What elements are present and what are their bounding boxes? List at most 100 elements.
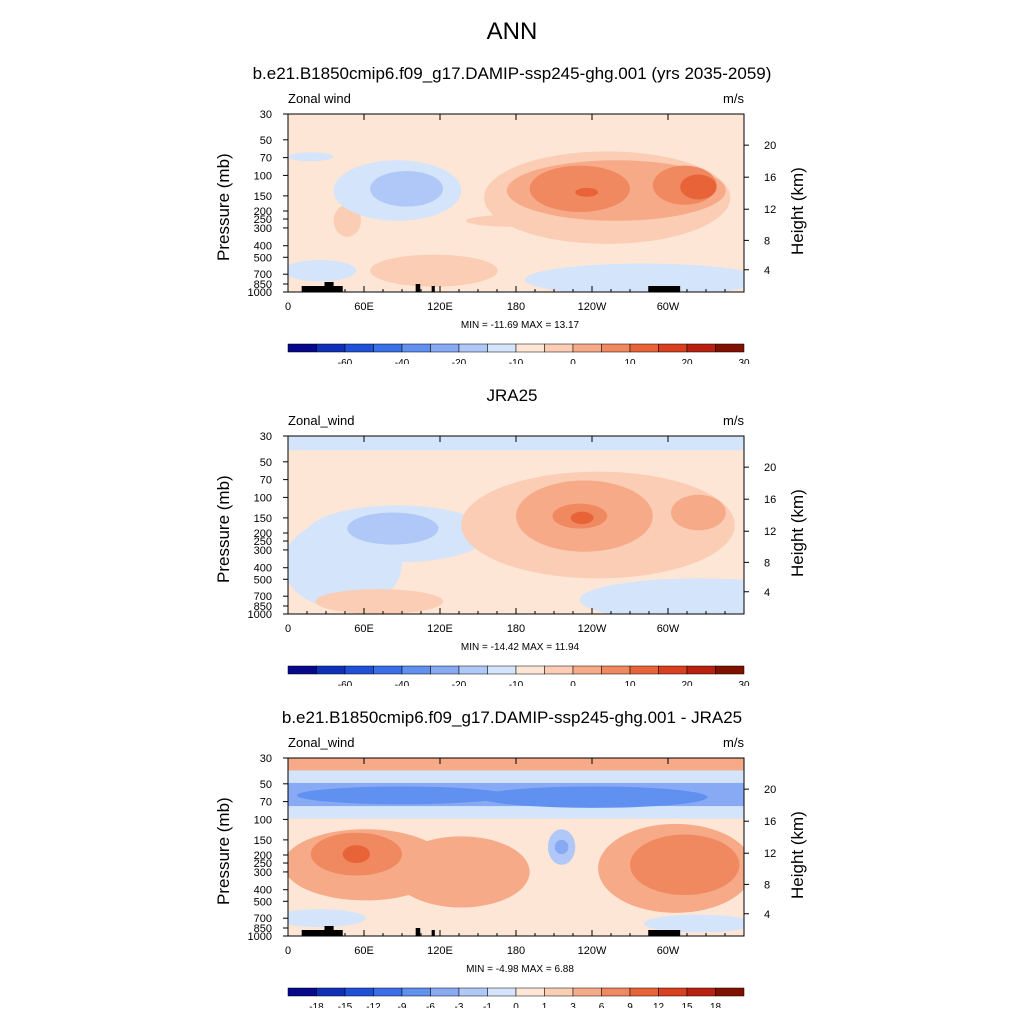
y-tick-label: 500 xyxy=(254,896,272,908)
y-right-tick-label: 8 xyxy=(764,557,770,569)
y-tick-label: 30 xyxy=(260,431,272,443)
contour-region xyxy=(579,578,744,614)
colorbar-swatch xyxy=(515,665,545,675)
colorbar-swatch xyxy=(544,343,574,353)
colorbar-label: 10 xyxy=(624,680,636,686)
colorbar-swatch xyxy=(572,987,602,997)
y-tick-label: 50 xyxy=(260,457,272,469)
terrain-mask xyxy=(324,282,334,292)
colorbar-label: 12 xyxy=(653,1002,665,1008)
y-tick-label: 300 xyxy=(254,867,272,879)
y-tick-label: 850 xyxy=(254,279,272,291)
contour-region xyxy=(554,839,569,855)
y-tick-label: 100 xyxy=(254,492,272,504)
y-right-tick-label: 12 xyxy=(764,204,776,216)
y-tick-label: 700 xyxy=(254,591,272,603)
panel-2-variable: Zonal_wind xyxy=(288,413,355,428)
contour-region xyxy=(315,589,444,614)
y-right-tick-label: 20 xyxy=(764,784,776,796)
colorbar-swatch xyxy=(658,987,688,997)
colorbar-swatch xyxy=(601,343,631,353)
x-tick-label: 60E xyxy=(354,945,374,957)
colorbar-swatch xyxy=(287,987,317,997)
y-right-tick-label: 16 xyxy=(764,494,776,506)
colorbar-swatch xyxy=(715,343,745,353)
y-tick-label: 150 xyxy=(254,191,272,203)
colorbar-swatch xyxy=(401,987,431,997)
colorbar-swatch xyxy=(515,987,545,997)
y-tick-label: 150 xyxy=(254,835,272,847)
y-tick-label: 30 xyxy=(260,753,272,765)
colorbar-label: 20 xyxy=(681,358,693,364)
colorbar-label: -10 xyxy=(509,358,524,364)
contour-region xyxy=(288,152,334,162)
y-tick-label: 30 xyxy=(260,109,272,121)
colorbar-swatch xyxy=(544,665,574,675)
contour-region xyxy=(288,259,357,282)
x-tick-label: 0 xyxy=(285,301,291,313)
x-tick-label: 0 xyxy=(285,945,291,957)
panel-3-variable: Zonal_wind xyxy=(288,735,355,750)
contour-region xyxy=(570,511,594,525)
y-tick-label: 250 xyxy=(254,536,272,548)
x-tick-label: 180 xyxy=(507,301,525,313)
colorbar-swatch xyxy=(458,987,488,997)
colorbar-label: -6 xyxy=(426,1002,435,1008)
colorbar-label: -40 xyxy=(395,680,410,686)
colorbar-swatch xyxy=(515,343,545,353)
x-tick-label: 120E xyxy=(427,301,453,313)
y-right-tick-label: 8 xyxy=(764,879,770,891)
y-tick-label: 200 xyxy=(254,528,272,540)
colorbar-swatch xyxy=(287,343,317,353)
panel-3-title: b.e21.B1850cmip6.f09_g17.DAMIP-ssp245-gh… xyxy=(281,708,743,727)
colorbar-swatch xyxy=(572,343,602,353)
x-tick-label: 120W xyxy=(578,945,607,957)
contour-region xyxy=(392,836,530,908)
contour-region xyxy=(370,254,498,287)
x-tick-label: 60E xyxy=(354,301,374,313)
colorbar-label: -20 xyxy=(452,680,467,686)
panel-1-plot: 0 60E 120E 180 120W 60W3050701001502002503004… xyxy=(248,109,777,364)
colorbar-label: 10 xyxy=(624,358,636,364)
colorbar-swatch xyxy=(601,987,631,997)
contour-region xyxy=(342,845,371,864)
colorbar-swatch xyxy=(316,987,346,997)
colorbar-swatch xyxy=(686,343,716,353)
panel-2-units: m/s xyxy=(723,413,744,428)
y-tick-label: 100 xyxy=(254,814,272,826)
colorbar-label: 15 xyxy=(681,1002,693,1008)
colorbar-label: 18 xyxy=(710,1002,722,1008)
terrain-mask xyxy=(415,928,421,936)
figure-title: ANN xyxy=(486,18,538,45)
x-tick-label: 120E xyxy=(427,945,453,957)
contour-region xyxy=(525,263,744,292)
y-tick-label: 150 xyxy=(254,513,272,525)
y-right-tick-label: 16 xyxy=(764,172,776,184)
y-right-tick-label: 12 xyxy=(764,848,776,860)
y-tick-label: 300 xyxy=(254,223,272,235)
y-tick-label: 50 xyxy=(260,779,272,791)
colorbar-swatch xyxy=(430,665,460,675)
colorbar-label: -60 xyxy=(338,358,353,364)
colorbar-swatch xyxy=(373,343,403,353)
colorbar-label: -3 xyxy=(455,1002,464,1008)
colorbar-label: -18 xyxy=(309,1002,324,1008)
colorbar-swatch xyxy=(715,987,745,997)
y-tick-label: 250 xyxy=(254,214,272,226)
panel-3-plot: 0 60E 120E 180 120W 60W3050701001502002503004… xyxy=(248,753,777,1008)
y-right-tick-label: 20 xyxy=(764,140,776,152)
colorbar-swatch xyxy=(658,343,688,353)
colorbar-label: 30 xyxy=(738,680,750,686)
colorbar-swatch xyxy=(629,987,659,997)
colorbar-swatch xyxy=(487,343,517,353)
colorbar-label: 0 xyxy=(570,358,576,364)
colorbar-label: 0 xyxy=(513,1002,519,1008)
x-tick-label: 120W xyxy=(578,623,607,635)
x-tick-label: 120E xyxy=(427,623,453,635)
terrain-mask xyxy=(301,930,343,936)
colorbar-label: 0 xyxy=(570,680,576,686)
panel-1-variable: Zonal wind xyxy=(288,91,351,106)
y-tick-label: 700 xyxy=(254,913,272,925)
panel-1-stats: MIN = -11.69 MAX = 13.17 xyxy=(460,320,580,331)
contour-region xyxy=(630,834,740,896)
